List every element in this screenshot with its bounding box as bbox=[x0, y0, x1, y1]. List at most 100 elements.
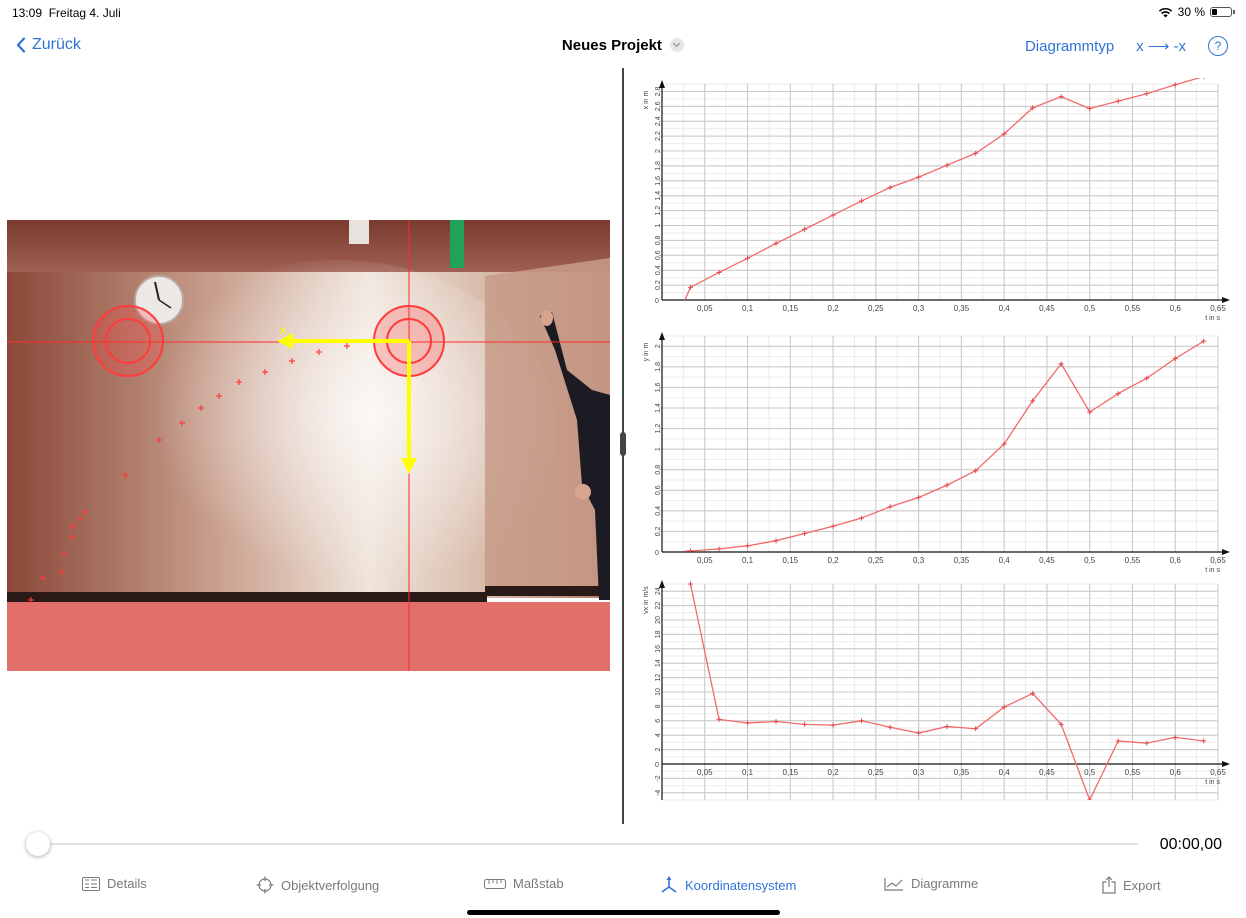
back-button[interactable]: Zurück bbox=[16, 36, 81, 54]
y-tick-label: 14 bbox=[655, 659, 662, 667]
chart-x-t-svg: 0,05 0,1 0,15 0,2 0,25 0,3 0,35 0,4 0,45 0,5 0,55 0… bbox=[643, 78, 1230, 320]
tab-object-tracking-label: Objektverfolgung bbox=[281, 877, 380, 893]
data-point bbox=[1087, 409, 1093, 415]
x-tick-label: 0,25 bbox=[868, 768, 884, 777]
x-tick-label: 0,25 bbox=[868, 304, 884, 313]
x-axis-arrow bbox=[1222, 549, 1230, 555]
trajectory-marker bbox=[59, 569, 65, 575]
x-tick-label: 0,35 bbox=[954, 304, 970, 313]
tab-object-tracking[interactable]: Objektverfolgung bbox=[256, 876, 379, 894]
y-axis-label: vx in m/s bbox=[643, 586, 650, 614]
trajectory-markers bbox=[28, 343, 350, 603]
x-tick-label: 0,2 bbox=[828, 768, 840, 777]
tab-export-label: Export bbox=[1123, 877, 1161, 893]
data-point bbox=[1144, 91, 1150, 97]
y-tick-label: 2,2 bbox=[655, 131, 662, 141]
data-point bbox=[1030, 398, 1036, 404]
chart-vx-t: 0,05 0,1 0,15 0,2 0,25 0,3 0,35 0,4 0,45 0,5 0,55 0… bbox=[628, 578, 1238, 820]
data-point bbox=[1058, 721, 1064, 727]
x-tick-label: 0,45 bbox=[1039, 768, 1055, 777]
x-tick-label: 0,65 bbox=[1210, 556, 1226, 565]
data-point bbox=[802, 530, 808, 536]
series-line bbox=[684, 340, 1205, 552]
y-tick-label: 0,6 bbox=[655, 485, 662, 495]
origin-target-ring[interactable] bbox=[92, 305, 164, 377]
trajectory-marker bbox=[262, 369, 268, 375]
data-point bbox=[1201, 738, 1207, 744]
y-tick-label: 0,2 bbox=[655, 526, 662, 536]
data-point bbox=[1201, 338, 1207, 344]
line-chart-icon bbox=[884, 877, 903, 891]
y-tick-label: 1,4 bbox=[655, 191, 662, 201]
y-tick-label: 0,2 bbox=[655, 280, 662, 290]
series-line bbox=[684, 78, 1202, 300]
light-spot bbox=[117, 260, 557, 600]
y-tick-label-zero: 0 bbox=[655, 298, 659, 305]
trajectory-marker bbox=[216, 393, 222, 399]
axis-flip-button[interactable]: x ⟶ -x bbox=[1136, 38, 1186, 55]
x-tick-label: 0,05 bbox=[697, 768, 713, 777]
x-axis-label: t in s bbox=[1205, 779, 1220, 786]
tab-diagrams[interactable]: Diagramme bbox=[884, 876, 978, 891]
tab-bar: Details Objektverfolgung Maßstab Koordin… bbox=[0, 868, 1246, 902]
y-tick-label: 1 bbox=[655, 223, 662, 227]
data-point bbox=[1172, 82, 1178, 88]
x-tick-label: 0,6 bbox=[1170, 304, 1182, 313]
data-point bbox=[687, 548, 693, 552]
data-point bbox=[716, 716, 722, 722]
tab-export[interactable]: Export bbox=[1102, 876, 1161, 894]
x-tick-label: 0,5 bbox=[1084, 556, 1096, 565]
tab-diagrams-label: Diagramme bbox=[911, 876, 979, 891]
timecode: 00:00,00 bbox=[1159, 836, 1222, 853]
x-tick-label: 0,4 bbox=[999, 556, 1011, 565]
y-axis-arrow bbox=[659, 80, 665, 88]
video-frame[interactable]: x bbox=[7, 220, 610, 671]
tab-details[interactable]: Details bbox=[82, 876, 147, 891]
trajectory-marker bbox=[289, 358, 295, 364]
tab-coordinate-system-label: Koordinatensystem bbox=[685, 877, 797, 893]
project-title-text: Neues Projekt bbox=[561, 37, 662, 54]
data-point bbox=[916, 730, 922, 736]
y-tick-label: 1,8 bbox=[655, 161, 662, 171]
coordinate-axes[interactable] bbox=[277, 333, 417, 474]
tab-scale[interactable]: Maßstab bbox=[484, 876, 564, 891]
battery-percent: 30 % bbox=[1177, 5, 1205, 19]
timeline-scrubber[interactable] bbox=[26, 832, 50, 856]
data-point bbox=[887, 724, 893, 730]
y-tick-label: 6 bbox=[655, 719, 662, 723]
data-point bbox=[773, 538, 779, 544]
data-point bbox=[887, 185, 893, 191]
wifi-icon bbox=[1158, 7, 1172, 17]
y-tick-label: 2 bbox=[655, 149, 662, 153]
data-point bbox=[1172, 734, 1178, 740]
chart-y-t: 0,05 0,1 0,15 0,2 0,25 0,3 0,35 0,4 0,45 0,5 0,55 0… bbox=[628, 330, 1238, 572]
x-axis-label: t in s bbox=[1205, 567, 1220, 572]
data-point bbox=[830, 523, 836, 529]
tab-scale-label: Maßstab bbox=[513, 876, 564, 891]
tab-coordinate-system[interactable]: Koordinatensystem bbox=[660, 876, 796, 894]
help-icon[interactable]: ? bbox=[1208, 36, 1228, 56]
x-tick-label: 0,3 bbox=[913, 304, 925, 313]
data-point bbox=[1058, 361, 1064, 367]
y-axis-arrow bbox=[659, 332, 665, 340]
data-point bbox=[745, 543, 751, 549]
x-tick-label: 0,15 bbox=[783, 304, 799, 313]
timeline-track[interactable] bbox=[38, 843, 1138, 845]
tab-details-label: Details bbox=[107, 876, 147, 891]
split-handle[interactable] bbox=[620, 432, 626, 456]
project-title[interactable]: Neues Projekt bbox=[0, 37, 1246, 54]
data-point bbox=[916, 174, 922, 180]
y-tick-label: 2 bbox=[655, 748, 662, 752]
date-text: Freitag 4. Juli bbox=[48, 6, 121, 20]
trajectory-marker bbox=[179, 420, 185, 426]
x-tick-label: 0,55 bbox=[1125, 556, 1141, 565]
data-point bbox=[973, 150, 979, 156]
y-tick-label: 1,6 bbox=[655, 382, 662, 392]
x-tick-label: 0,55 bbox=[1125, 768, 1141, 777]
axes-icon bbox=[661, 876, 677, 893]
data-point bbox=[687, 581, 693, 587]
trajectory-marker bbox=[236, 379, 242, 385]
x-tick-label: 0,1 bbox=[742, 304, 754, 313]
battery-icon bbox=[1210, 7, 1235, 17]
diagram-type-button[interactable]: Diagrammtyp bbox=[1024, 37, 1115, 55]
